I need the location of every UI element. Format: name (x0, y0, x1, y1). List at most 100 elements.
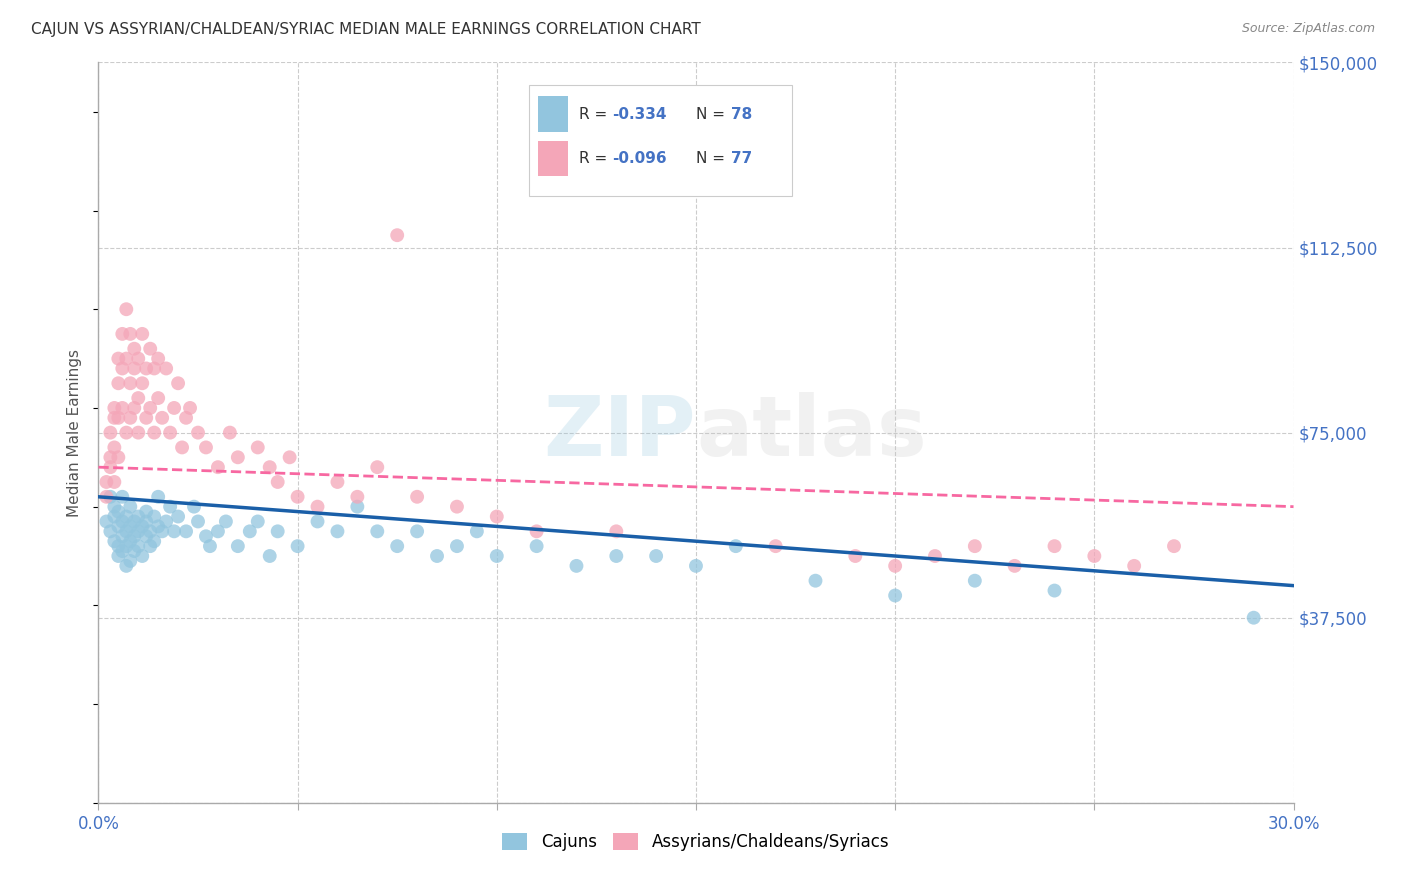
Y-axis label: Median Male Earnings: Median Male Earnings (67, 349, 83, 516)
Point (124, 361, 146, 376)
Bar (529, 85, 792, 195)
Point (115, 539, 138, 553)
Point (485, 509, 508, 524)
Point (135, 505, 157, 519)
Point (685, 558, 707, 573)
Point (645, 549, 668, 563)
Point (198, 539, 221, 553)
Point (884, 589, 907, 603)
Point (765, 539, 787, 553)
Point (963, 539, 986, 553)
Point (179, 401, 201, 415)
Point (246, 441, 269, 455)
Point (124, 401, 146, 415)
Point (131, 326, 153, 341)
Point (127, 524, 149, 539)
Point (385, 539, 409, 553)
Point (150, 410, 173, 425)
Point (143, 509, 166, 524)
Point (219, 425, 242, 440)
Point (159, 500, 181, 514)
Point (139, 342, 162, 356)
Point (385, 228, 409, 243)
Point (565, 558, 588, 573)
Point (426, 549, 449, 563)
Point (195, 441, 218, 455)
Point (605, 524, 627, 539)
Point (163, 401, 186, 415)
Bar (538, 141, 568, 177)
Point (326, 524, 349, 539)
Point (183, 500, 205, 514)
Point (884, 558, 907, 573)
Point (127, 425, 149, 440)
Text: 77: 77 (731, 151, 752, 166)
Point (127, 351, 149, 366)
Point (187, 425, 209, 440)
Point (131, 549, 153, 563)
Point (159, 425, 181, 440)
Point (148, 519, 170, 533)
Text: Source: ZipAtlas.com: Source: ZipAtlas.com (1241, 22, 1375, 36)
Point (98, 460, 122, 475)
Point (131, 376, 153, 391)
Point (111, 401, 134, 415)
Point (406, 524, 429, 539)
Point (115, 524, 138, 539)
Point (120, 519, 142, 533)
Point (406, 490, 429, 504)
Point (143, 534, 166, 549)
Point (215, 515, 238, 529)
Bar (538, 96, 568, 132)
Point (96, 475, 118, 489)
Point (139, 401, 162, 415)
Point (115, 558, 138, 573)
Point (1083, 549, 1105, 563)
Point (155, 515, 177, 529)
Point (307, 515, 329, 529)
Point (107, 450, 129, 465)
Point (135, 410, 157, 425)
Point (139, 539, 162, 553)
Point (195, 529, 218, 543)
Point (346, 490, 368, 504)
Point (107, 539, 129, 553)
Text: atlas: atlas (696, 392, 927, 473)
Point (96, 515, 118, 529)
Point (124, 544, 146, 558)
Point (446, 500, 468, 514)
Point (446, 539, 468, 553)
Point (111, 326, 134, 341)
Point (107, 410, 129, 425)
Point (148, 490, 170, 504)
Point (465, 524, 488, 539)
Point (115, 351, 138, 366)
Point (98, 450, 122, 465)
Point (485, 549, 508, 563)
Point (207, 460, 229, 475)
Point (148, 391, 170, 405)
Point (148, 351, 170, 366)
Point (174, 524, 197, 539)
Point (307, 500, 329, 514)
Point (111, 490, 134, 504)
Point (135, 361, 157, 376)
Point (124, 342, 146, 356)
Point (226, 539, 249, 553)
Point (143, 361, 166, 376)
Point (107, 505, 129, 519)
Point (366, 460, 388, 475)
Point (963, 574, 986, 588)
Point (107, 376, 129, 391)
Point (111, 515, 134, 529)
Point (278, 450, 301, 465)
Point (111, 544, 134, 558)
Point (924, 549, 946, 563)
Point (174, 410, 197, 425)
Point (135, 515, 157, 529)
Point (143, 425, 166, 440)
Point (724, 539, 747, 553)
Point (107, 519, 129, 533)
Point (107, 549, 129, 563)
Point (326, 475, 349, 489)
